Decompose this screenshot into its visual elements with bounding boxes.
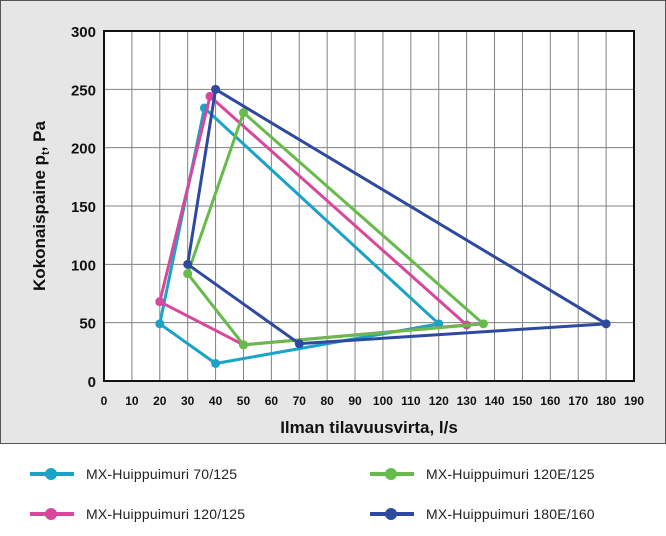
series-point-1: [205, 91, 215, 101]
series-point-1: [155, 297, 165, 307]
x-tick-label: 190: [624, 394, 644, 408]
series-point-0: [211, 359, 221, 368]
series-point-3: [211, 84, 221, 94]
series-point-3: [294, 339, 304, 349]
x-axis-label: Ilman tilavuusvirta, l/s: [280, 418, 458, 437]
y-tick-label: 250: [71, 82, 96, 99]
legend-label: MX-Huippuimuri 120E/125: [426, 466, 595, 482]
x-tick-label: 180: [596, 394, 616, 408]
chart-panel: 0 10 20 30 40 50 60 70 80 90 100 110 120 130 140 150 160…: [0, 0, 666, 444]
legend-label: MX-Huippuimuri 180E/160: [426, 506, 595, 522]
y-axis-label: Kokonaispaine pt, Pa: [30, 120, 52, 290]
x-tick-label: 150: [512, 394, 532, 408]
x-tick-label: 160: [540, 394, 560, 408]
x-tick-label: 50: [237, 394, 251, 408]
legend-item: MX-Huippuimuri 120E/125: [370, 466, 595, 482]
plot-frame: [103, 30, 635, 382]
series-point-2: [238, 340, 248, 350]
legend-swatch: [30, 467, 74, 481]
x-tick-label: 30: [181, 394, 195, 408]
x-tick-label: 90: [348, 394, 362, 408]
legend-swatch: [370, 467, 414, 481]
legend-item: MX-Huippuimuri 70/125: [30, 466, 237, 482]
x-tick-label: 10: [125, 394, 139, 408]
series-point-3: [183, 259, 193, 269]
x-tick-label: 0: [101, 394, 108, 408]
y-tick-label: 300: [71, 24, 96, 41]
y-tick-label: 100: [71, 257, 96, 274]
x-tick-label: 20: [153, 394, 167, 408]
y-tick-label: 0: [88, 374, 96, 391]
legend-swatch: [370, 507, 414, 521]
x-tick-label: 40: [209, 394, 223, 408]
x-tick-label: 70: [293, 394, 307, 408]
series-point-0: [155, 319, 165, 329]
x-tick-label: 100: [373, 394, 393, 408]
legend-label: MX-Huippuimuri 70/125: [86, 466, 238, 482]
x-tick-label: 170: [568, 394, 588, 408]
x-tick-label: 110: [401, 394, 421, 408]
x-tick-label: 130: [457, 394, 477, 408]
line-chart: 0 10 20 30 40 50 60 70 80 90 100 110 120 130 140 150 160…: [30, 24, 644, 437]
y-tick-label: 150: [71, 199, 96, 216]
legend-label: MX-Huippuimuri 120/125: [86, 506, 246, 522]
y-tick-label: 50: [79, 316, 96, 333]
series-point-2: [478, 319, 488, 329]
legend-swatch: [30, 507, 74, 521]
x-tick-label: 120: [429, 394, 449, 408]
legend-item: MX-Huippuimuri 120/125: [30, 506, 245, 522]
series-point-3: [601, 319, 611, 329]
series-point-2: [183, 269, 193, 279]
x-tick-label: 140: [485, 394, 505, 408]
y-tick-label: 200: [71, 141, 96, 158]
legend-item: MX-Huippuimuri 180E/160: [370, 506, 595, 522]
legend: MX-Huippuimuri 70/125 MX-Huippuimuri 120/…: [0, 456, 666, 536]
x-tick-label: 60: [265, 394, 279, 408]
series-point-2: [238, 108, 248, 118]
x-tick-label: 80: [320, 394, 334, 408]
